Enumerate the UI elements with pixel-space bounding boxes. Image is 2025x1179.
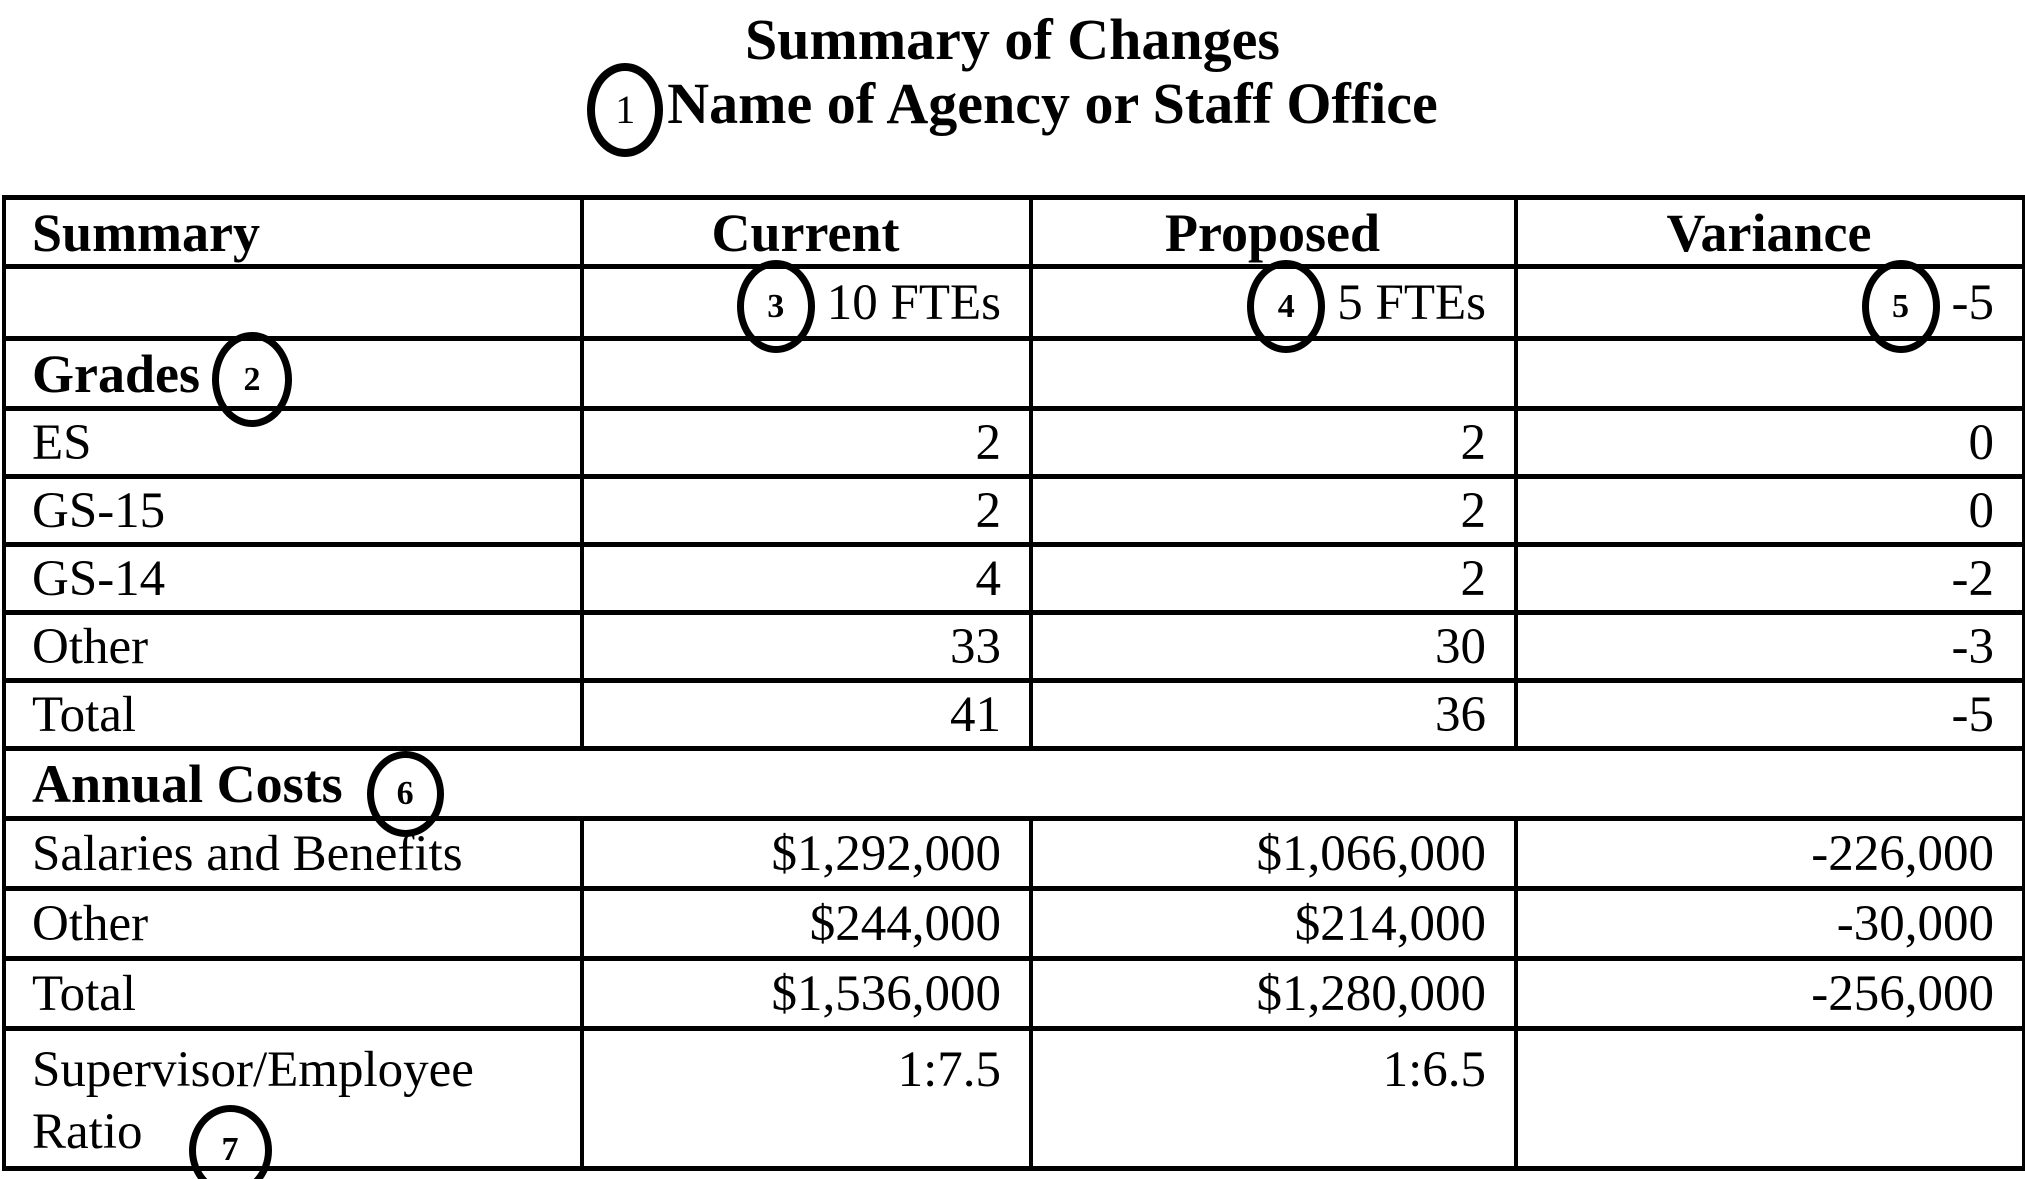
proposed-cell: 2 — [1029, 474, 1518, 547]
callout-6-number: 6 — [396, 774, 414, 812]
cost-row-total: Total $1,536,000 $1,280,000 -256,000 — [2, 956, 2025, 1031]
ratio-row: Supervisor/Employee Ratio 7 1:7.5 1:6.5 — [2, 1026, 2025, 1179]
summary-of-changes-table: Summary Current Proposed Variance 3 10 FT… — [2, 195, 2025, 1179]
annual-costs-section-row: Annual Costs 6 — [2, 746, 2025, 837]
callout-1-number: 1 — [615, 86, 636, 132]
callout-5-circle: 5 — [1861, 260, 1940, 354]
callout-3-circle: 3 — [736, 260, 815, 354]
row-label-cell: GS-14 — [2, 542, 584, 615]
fte-current-cell: 3 10 FTEs — [580, 260, 1033, 354]
row-label-cell: GS-15 — [2, 474, 584, 547]
row-label-cell: Other — [2, 886, 584, 961]
grade-row-es: ES 2 2 0 — [2, 406, 2025, 479]
current-cell: $244,000 — [580, 886, 1033, 961]
callout-1-circle: 1 — [587, 62, 664, 157]
proposed-cell: $1,066,000 — [1029, 816, 1518, 891]
col-header-summary: Summary — [2, 195, 584, 269]
annual-costs-section-cell: Annual Costs 6 — [2, 746, 2025, 837]
ratio-label-cell: Supervisor/Employee Ratio 7 — [2, 1026, 584, 1179]
proposed-cell: 2 — [1029, 542, 1518, 615]
header-row: Summary Current Proposed Variance — [2, 195, 2025, 269]
proposed-cell: 36 — [1029, 678, 1518, 751]
current-cell: $1,536,000 — [580, 956, 1033, 1031]
ratio-label-line-1: Supervisor/Employee — [32, 1042, 474, 1098]
fte-empty-cell — [2, 264, 584, 341]
col-header-variance: Variance — [1514, 195, 2025, 269]
current-cell: 2 — [580, 406, 1033, 479]
grades-section-row: Grades 2 — [2, 332, 2025, 428]
current-cell: $1,292,000 — [580, 816, 1033, 891]
grades-empty-variance — [1514, 336, 2025, 411]
row-label-cell: Total — [2, 678, 584, 751]
fte-proposed-value: 5 FTEs — [1337, 274, 1486, 331]
proposed-cell: $1,280,000 — [1029, 956, 1518, 1031]
grades-empty-current — [580, 336, 1033, 411]
row-label-cell: Total — [2, 956, 584, 1031]
current-cell: 2 — [580, 474, 1033, 547]
callout-2-circle: 2 — [212, 332, 292, 428]
fte-variance-value: -5 — [1951, 274, 1994, 331]
variance-cell: -2 — [1514, 542, 2025, 615]
grades-section-label: Grades — [32, 343, 200, 404]
grades-section-cell: Grades 2 — [2, 332, 584, 428]
proposed-cell: 30 — [1029, 610, 1518, 683]
callout-7-number: 7 — [221, 1131, 239, 1169]
cost-row-other: Other $244,000 $214,000 -30,000 — [2, 886, 2025, 961]
title-line-1: Summary of Changes — [745, 7, 1280, 72]
grade-row-gs15: GS-15 2 2 0 — [2, 474, 2025, 547]
ratio-current-cell: 1:7.5 — [580, 1026, 1033, 1171]
col-header-proposed: Proposed — [1029, 195, 1518, 269]
current-cell: 33 — [580, 610, 1033, 683]
row-label-cell: Other — [2, 610, 584, 683]
ratio-proposed-cell: 1:6.5 — [1029, 1026, 1518, 1171]
variance-cell: -226,000 — [1514, 816, 2025, 891]
callout-4-circle: 4 — [1247, 260, 1326, 354]
document-title: Summary of Changes 1 Name of Agency or St… — [0, 0, 2025, 157]
row-label-cell: ES — [2, 406, 584, 479]
variance-cell: 0 — [1514, 406, 2025, 479]
grade-row-other: Other 33 30 -3 — [2, 610, 2025, 683]
ratio-label-line-2: Ratio — [32, 1104, 143, 1160]
variance-cell: -3 — [1514, 610, 2025, 683]
callout-4-number: 4 — [1277, 287, 1295, 325]
variance-cell: -5 — [1514, 678, 2025, 751]
fte-variance-cell: 5 -5 — [1514, 260, 2025, 354]
grade-row-gs14: GS-14 4 2 -2 — [2, 542, 2025, 615]
callout-2-number: 2 — [243, 360, 261, 398]
fte-current-value: 10 FTEs — [826, 274, 1001, 331]
ratio-variance-cell — [1514, 1026, 2025, 1171]
current-cell: 4 — [580, 542, 1033, 615]
cost-row-salaries: Salaries and Benefits $1,292,000 $1,066,… — [2, 816, 2025, 891]
callout-3-number: 3 — [767, 287, 785, 325]
variance-cell: -256,000 — [1514, 956, 2025, 1031]
proposed-cell: 2 — [1029, 406, 1518, 479]
title-line-2-text: Name of Agency or Staff Office — [667, 71, 1438, 136]
callout-5-number: 5 — [1892, 287, 1910, 325]
callout-7-circle: 7 — [188, 1104, 272, 1179]
callout-6-circle: 6 — [366, 750, 444, 837]
grade-row-total: Total 41 36 -5 — [2, 678, 2025, 751]
fte-row: 3 10 FTEs 4 5 FTEs 5 -5 — [2, 260, 2025, 354]
col-header-current: Current — [580, 195, 1033, 269]
annual-costs-section-label: Annual Costs — [32, 753, 343, 814]
variance-cell: -30,000 — [1514, 886, 2025, 961]
proposed-cell: $214,000 — [1029, 886, 1518, 961]
variance-cell: 0 — [1514, 474, 2025, 547]
row-label-cell: Salaries and Benefits — [2, 816, 584, 891]
current-cell: 41 — [580, 678, 1033, 751]
title-line-2: 1 Name of Agency or Staff Office — [0, 62, 2025, 157]
fte-proposed-cell: 4 5 FTEs — [1029, 260, 1518, 354]
